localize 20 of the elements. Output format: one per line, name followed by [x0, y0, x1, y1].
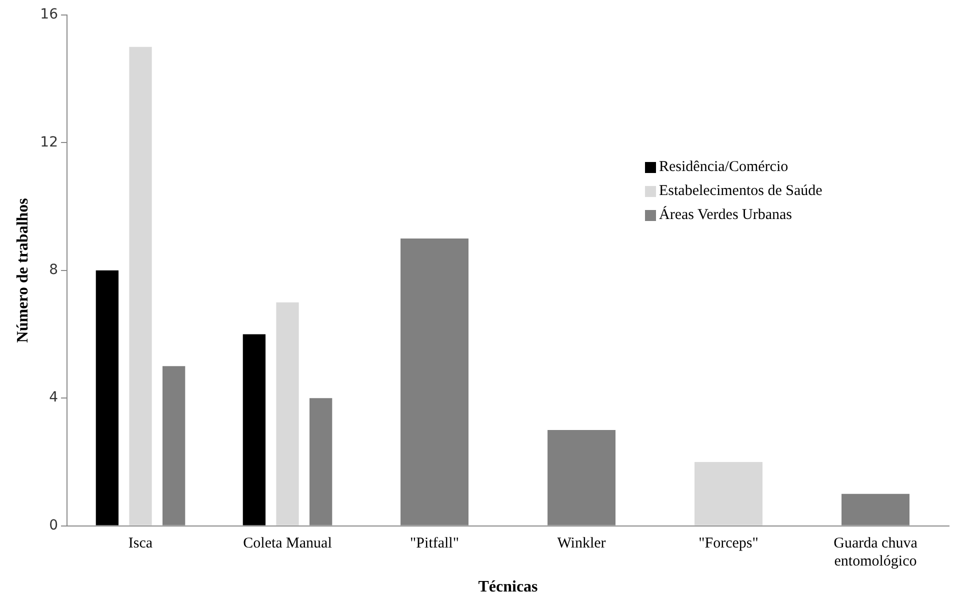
y-tick-label: 16 [40, 6, 58, 23]
x-axis-title: Técnicas [478, 578, 538, 596]
bar [276, 302, 299, 526]
legend-label: Áreas Verdes Urbanas [659, 206, 792, 224]
x-tick-label: Coleta Manual [243, 536, 332, 552]
y-tick-label: 4 [49, 390, 58, 406]
bar [96, 270, 119, 526]
y-tick-label: 12 [40, 134, 58, 150]
y-tick-label: 0 [49, 517, 58, 534]
bar [242, 334, 266, 526]
y-tick-label: 8 [49, 262, 58, 278]
x-tick-label: "Pitfall" [410, 536, 459, 552]
legend-label: Estabelecimentos de Saúde [659, 182, 822, 200]
x-tick-label: "Forceps" [698, 536, 758, 552]
x-tick-label: Guarda chuva entomológico [834, 536, 918, 570]
bar [129, 46, 152, 526]
legend-label: Residência/Comércio [659, 158, 788, 176]
x-tick-label: Winkler [557, 536, 606, 552]
y-axis-title: Número de trabalhos [14, 198, 32, 343]
x-tick-label: Isca [128, 536, 153, 552]
